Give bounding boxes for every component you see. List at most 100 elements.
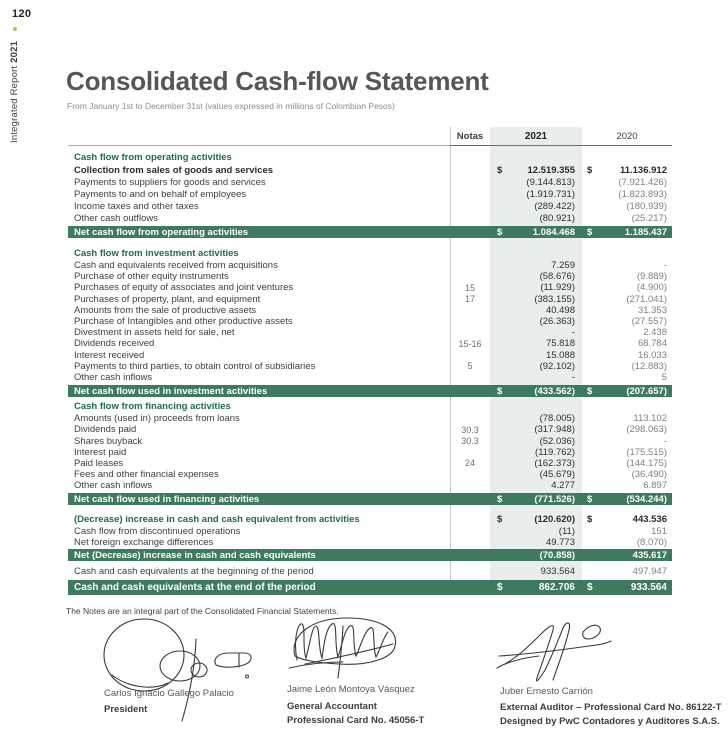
row-2021-cell: (11) xyxy=(490,526,582,537)
value-2021: (1.919.731) xyxy=(526,188,575,200)
value-2020: (7.921.426) xyxy=(618,176,667,188)
row-2020-cell: (4.900) xyxy=(582,282,672,293)
row-nota: 17 xyxy=(464,294,475,305)
value-2021: (383.155) xyxy=(534,293,575,305)
table-row: Cash and equivalents received from acqui… xyxy=(68,260,672,271)
table-row: Amounts from the sale of productive asse… xyxy=(68,305,672,316)
value-2020: 2.438 xyxy=(643,327,667,339)
value-2020: 31.353 xyxy=(637,304,667,316)
value-2020: - xyxy=(663,435,667,447)
row-label: Payments to third parties, to obtain con… xyxy=(74,360,316,372)
value-2021: (433.562) xyxy=(534,385,575,397)
row-label: Dividends received xyxy=(74,338,155,350)
row-2020-cell: 16.033 xyxy=(582,350,672,361)
summary-beginning-row: Cash and cash equivalents at the beginni… xyxy=(68,565,672,577)
value-2021: (317.948) xyxy=(534,424,575,436)
table-row: Payments to suppliers for goods and serv… xyxy=(68,176,672,188)
section-title: Cash flow from financing activities xyxy=(74,401,231,413)
value-2020: (9.889) xyxy=(636,271,667,283)
row-2021-cell: - xyxy=(490,372,582,383)
currency-symbol: $ xyxy=(497,493,503,505)
signatory-subtitle: Professional Card No. 45056-T xyxy=(287,714,425,726)
currency-symbol: $ xyxy=(587,514,593,526)
signatory-title: President xyxy=(104,703,148,715)
signatory-name: Carlos Ignacio Gallego Palacio xyxy=(104,688,234,699)
row-2021-cell: 40.498 xyxy=(490,305,582,316)
value-2021: (11) xyxy=(558,526,575,538)
signature-president-image xyxy=(103,618,252,722)
row-2021-cell: $ (771.526) xyxy=(490,494,582,505)
table-row: Purchase of other equity instruments (58.… xyxy=(68,271,672,282)
row-2021-cell: (45.679) xyxy=(490,469,582,480)
section-title: Cash flow from operating activities xyxy=(74,152,232,163)
row-2021-cell: (1.919.731) xyxy=(490,189,582,200)
row-nota: 24 xyxy=(464,458,475,469)
value-2020: (1.823.893) xyxy=(618,188,667,200)
row-2021-cell: $ (120.620) xyxy=(490,514,582,525)
table-header-row: Notas 2021 2020 xyxy=(68,127,672,146)
signatory-subtitle: Designed by PwC Contadores y Auditores S… xyxy=(500,715,720,727)
value-2020: 1.185.437 xyxy=(624,226,667,238)
sidebar-report-title: Integrated Report xyxy=(9,62,20,143)
row-2021-cell: (58.676) xyxy=(490,271,582,282)
table-row: Other cash inflows - 5 xyxy=(68,372,672,383)
row-2020-cell: (180.939) xyxy=(582,201,672,212)
value-2020: (207.657) xyxy=(626,385,667,397)
currency-symbol: $ xyxy=(587,582,593,594)
row-label: Cash and cash equivalents at the end of … xyxy=(74,582,316,594)
value-2021: (11.929) xyxy=(540,282,575,294)
value-2021: (119.762) xyxy=(535,446,575,458)
value-2020: (27.557) xyxy=(631,316,667,328)
row-2020-cell: $11.136.912 xyxy=(582,165,672,176)
value-2021: (78.005) xyxy=(539,413,575,425)
row-label: Purchase of Intangibles and other produc… xyxy=(74,316,293,328)
row-2020-cell: - xyxy=(582,260,672,271)
page-subtitle: From January 1st to December 31st (value… xyxy=(67,101,395,111)
value-2021: (9.144.813) xyxy=(526,176,575,188)
signatory-title: External Auditor – Professional Card No.… xyxy=(500,701,722,713)
summary-lead-row: (Decrease) increase in cash and cash equ… xyxy=(68,513,672,526)
row-2020-cell: $443.536 xyxy=(582,514,672,525)
row-label: Paid leases xyxy=(74,457,124,469)
section-total-bar: Net cash flow used in investment activit… xyxy=(68,385,672,398)
value-2021: (26.363) xyxy=(539,316,575,328)
table-row: Dividends paid 30.3 (317.948) (298.063) xyxy=(68,424,672,435)
row-2021-cell: (70.858) xyxy=(490,550,582,561)
value-2020: (8.070) xyxy=(636,536,667,548)
row-label: Other cash inflows xyxy=(74,371,153,383)
row-2021-cell: (162.373) xyxy=(490,458,582,469)
value-2021: 12.519.355 xyxy=(527,164,575,176)
row-2020-cell: $1.185.437 xyxy=(582,227,672,238)
signatory-name: Jaime León Montoya Vásquez xyxy=(287,684,415,695)
column-header-notas: Notas xyxy=(450,127,490,146)
value-2021: (70.858) xyxy=(539,549,575,561)
value-2021: (92.102) xyxy=(539,360,575,372)
row-2020-cell: (175.515) xyxy=(582,447,672,458)
currency-symbol: $ xyxy=(587,226,593,238)
row-2020-cell: 2.438 xyxy=(582,327,672,338)
value-2020: 497.947 xyxy=(632,565,667,577)
table-section: Cash flow from operating activities Colle… xyxy=(68,152,672,238)
section-total-bar: Net cash flow from operating activities $… xyxy=(68,226,672,238)
table-body: Cash flow from operating activities Colle… xyxy=(68,152,672,596)
row-2020-cell: (9.889) xyxy=(582,271,672,282)
value-2020: (4.900) xyxy=(636,282,667,294)
row-2020-cell: (36.490) xyxy=(582,469,672,480)
row-label: Purchase of other equity instruments xyxy=(74,271,229,283)
value-2021: (771.526) xyxy=(534,493,575,505)
value-2021: (52.036) xyxy=(539,435,575,447)
currency-symbol: $ xyxy=(497,582,503,594)
table-row: Divestment in assets held for sale, net -… xyxy=(68,327,672,338)
row-2020-cell: 435.617 xyxy=(582,550,672,561)
row-2020-cell: 151 xyxy=(582,526,672,537)
value-2021: (289.422) xyxy=(534,200,575,212)
row-2020-cell: - xyxy=(582,436,672,447)
row-nota: 30.3 xyxy=(461,424,479,435)
row-2021-cell: 7.259 xyxy=(490,260,582,271)
row-label: Dividends paid xyxy=(74,424,137,436)
summary-row: Cash flow from discontinued operations (1… xyxy=(68,526,672,537)
section-total-bar: Net cash flow used in financing activiti… xyxy=(68,493,672,506)
row-nota: 30.3 xyxy=(461,436,479,447)
value-2020: 435.617 xyxy=(632,549,667,561)
value-2021: 49.773 xyxy=(545,536,575,548)
